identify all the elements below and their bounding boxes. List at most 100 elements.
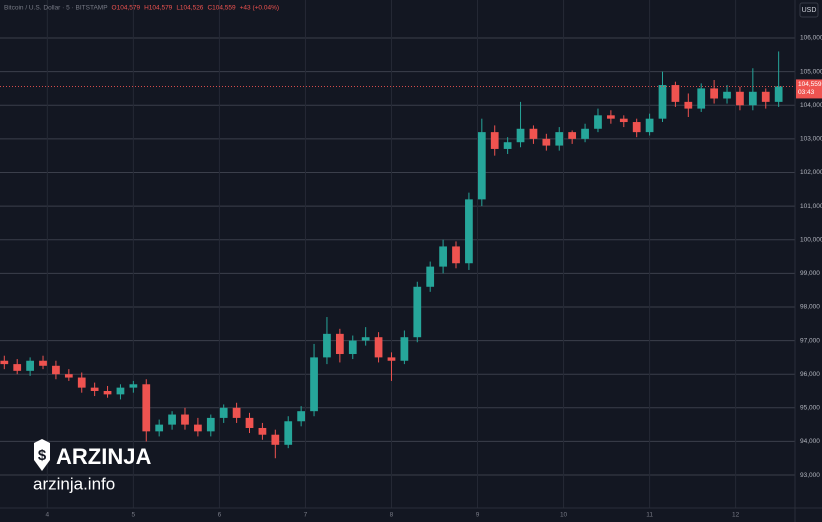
candle-body [90,387,99,392]
candle-body [181,414,189,425]
y-tick-label: 105,000 [800,68,822,75]
logo-glyph: $ [38,447,47,464]
candle-body [581,128,589,139]
candle-body [503,142,512,149]
x-tick-label: 11 [646,512,653,519]
ohlc-value: O104,579 [112,5,141,12]
countdown: 03:43 [798,89,815,96]
y-tick-label: 94,000 [800,438,820,445]
ohlc-value: L104,526 [176,5,203,12]
candle-body [219,407,228,418]
candle-body [400,337,409,361]
candle-body [387,357,396,361]
candle-body [103,391,112,395]
candle-body [774,86,783,102]
candle-body [26,360,34,371]
candle-body [426,266,435,287]
y-tick-label: 106,000 [800,35,822,42]
candle-body [568,132,577,139]
candle-body [323,333,331,358]
candle-body [206,417,215,432]
candle-body [607,115,615,119]
x-tick-label: 4 [46,512,50,519]
candle-body [0,360,9,365]
candle-body [232,407,241,418]
candle-body [245,417,254,428]
candle-body [761,91,770,102]
y-tick-label: 93,000 [800,472,820,479]
y-tick-label: 103,000 [800,136,822,143]
ohlc-value: C104,559 [207,5,236,12]
candle-body [348,340,357,355]
y-tick-label: 96,000 [800,371,820,378]
candle-body [516,128,525,143]
candle-body [658,85,667,119]
candle-body [361,337,370,341]
candle-body [194,424,202,432]
watermark-site: arzinja.info [33,474,115,493]
x-tick-label: 10 [560,512,568,519]
candle-body [697,88,706,109]
candle-body [129,384,138,388]
candle-body [452,246,460,264]
candle-body [39,360,47,366]
y-tick-label: 97,000 [800,337,820,344]
candle-body [284,421,293,445]
x-tick-label: 8 [390,512,394,519]
candle-body [529,128,538,139]
ohlc-value: H104,579 [144,5,173,12]
ohlc-value: +43 (+0.04%) [240,5,279,12]
candle-body [116,387,125,395]
x-tick-label: 5 [132,512,136,519]
candle-body [271,434,280,445]
candle-body [684,101,693,109]
grid [0,0,795,508]
candle-body [671,85,680,102]
candle-body [335,333,344,355]
logo [34,439,50,471]
candle-body [52,365,60,375]
last-price-box [796,79,822,99]
y-tick-label: 101,000 [800,203,822,210]
candle-body [619,118,628,123]
currency-box [799,2,819,18]
y-tick-label: 104,000 [800,102,822,109]
candle-body [594,115,602,129]
candle-body [13,364,22,371]
y-tick-label: 99,000 [800,270,820,277]
symbol-title: Bitcoin / U.S. Dollar · 5 · BITSTAMP [4,5,108,12]
candle-body [155,424,164,432]
candle-body [710,88,718,99]
legend: Bitcoin / U.S. Dollar · 5 · BITSTAMP O10… [4,5,279,12]
plot [0,51,783,459]
y-tick-label: 100,000 [800,236,822,243]
candle-body [142,384,151,432]
currency: USD [802,7,817,14]
candle-body [555,132,564,146]
x-tick-label: 9 [476,512,480,519]
candle-body [297,411,306,422]
x-tick-label: 12 [732,512,740,519]
y-tick-label: 98,000 [800,304,820,311]
y-tick-label: 95,000 [800,405,820,412]
candle-body [723,91,731,99]
candle-body [64,374,73,378]
x-tick-label: 7 [304,512,308,519]
candle-body [490,132,499,149]
candle-body [465,199,473,264]
candle-body [645,118,654,133]
y-tick-label: 102,000 [800,169,822,176]
watermark: $ ARZINJA arzinja.info [33,439,151,493]
candle-body [77,377,86,388]
candle-body [439,246,447,267]
candle-body [258,427,267,435]
candle-body [413,286,422,338]
candle-body [632,122,641,133]
candle-body [477,132,486,200]
candle-body [542,138,551,146]
last-price-label: 104,559 [798,81,822,88]
candle-body [374,337,383,358]
x-tick-label: 6 [218,512,222,519]
